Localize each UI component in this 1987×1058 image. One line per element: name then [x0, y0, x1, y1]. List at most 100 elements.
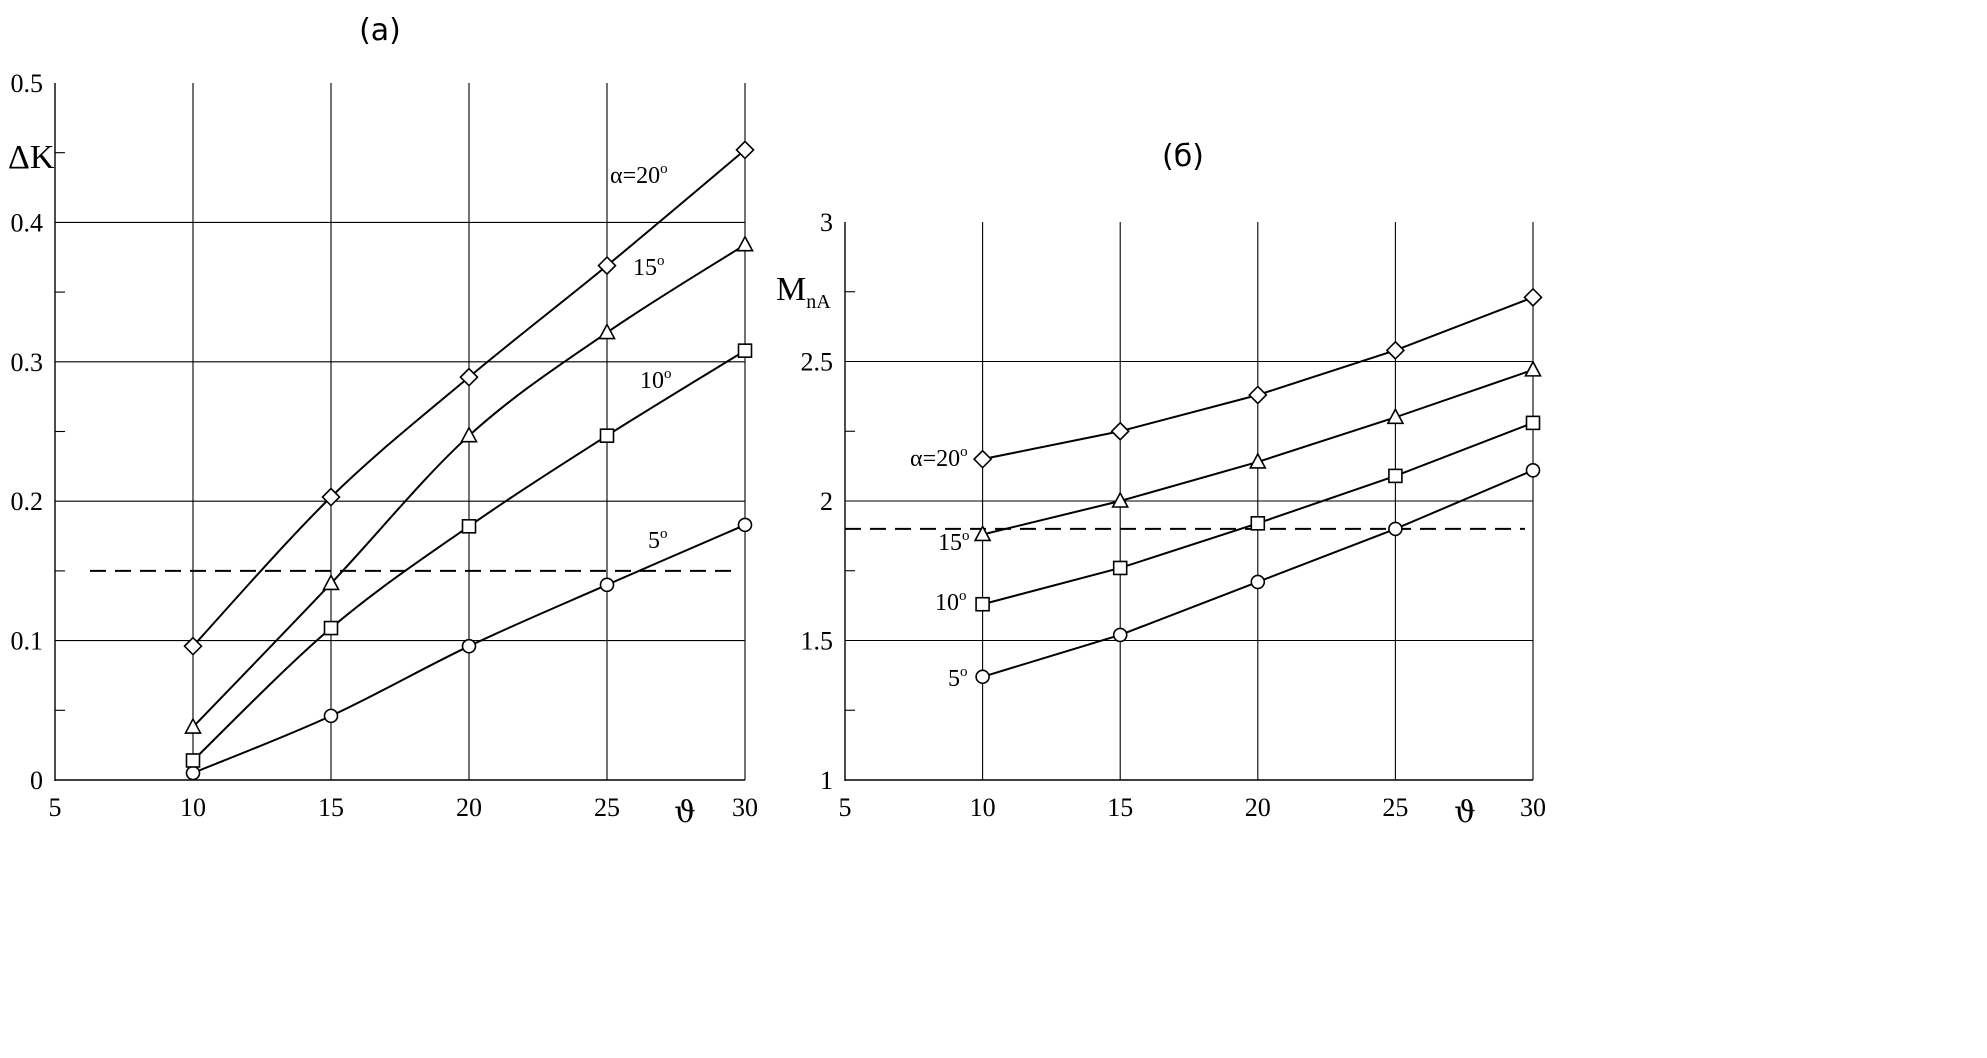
- series-label-15-text: 15: [938, 530, 962, 556]
- data-point-triangle: [460, 425, 478, 443]
- series-label-20: α=20o: [910, 444, 968, 472]
- series-label-5: 5o: [648, 526, 668, 554]
- data-point-square: [737, 343, 753, 358]
- data-point-circle: [1388, 521, 1403, 537]
- x-tick-label: 25: [1382, 793, 1408, 822]
- series-10: [185, 343, 753, 768]
- y-axis-label: ΔK: [8, 139, 55, 176]
- series-label-20: α=20o: [610, 161, 668, 189]
- series-label-15: 15o: [938, 528, 970, 556]
- data-point-diamond: [321, 487, 341, 507]
- data-point-square: [323, 620, 339, 636]
- x-tick-label: 15: [1107, 793, 1133, 822]
- series-15: [184, 235, 754, 734]
- data-point-triangle: [322, 573, 340, 591]
- series-label-20-text: α=20: [910, 446, 960, 472]
- y-tick-label: 0.3: [11, 348, 44, 377]
- x-axis-variable: ϑ: [674, 795, 695, 830]
- data-point-triangle: [1524, 360, 1542, 377]
- series-label-10-text: 10: [935, 590, 959, 616]
- series-label-5-degree: o: [660, 526, 668, 542]
- series-label-15-degree: o: [962, 528, 970, 544]
- x-tick-label: 30: [1520, 793, 1546, 822]
- data-point-circle: [323, 708, 339, 724]
- series-5: [185, 517, 753, 781]
- data-point-diamond: [972, 449, 993, 469]
- data-point-square: [599, 428, 615, 443]
- x-axis-variable: ϑ: [1454, 795, 1475, 830]
- series-5: [975, 463, 1541, 685]
- series-label-10: 10o: [935, 588, 967, 616]
- y-tick-label: 1.5: [801, 627, 834, 656]
- series-label-10-degree: o: [664, 366, 672, 382]
- data-point-diamond: [1523, 287, 1543, 307]
- series-20: [183, 140, 755, 656]
- y-tick-label: 0.4: [11, 208, 44, 237]
- data-point-diamond: [735, 140, 755, 160]
- data-point-circle: [185, 765, 201, 781]
- data-point-triangle: [1111, 491, 1130, 508]
- data-point-circle: [1112, 627, 1128, 643]
- y-axis-label-subscript: nA: [806, 291, 831, 313]
- y-tick-label: 3: [820, 208, 833, 237]
- series-10: [975, 415, 1541, 612]
- x-tick-label: 5: [49, 793, 62, 822]
- series-label-10-degree: o: [959, 588, 967, 604]
- data-point-square: [1250, 516, 1266, 531]
- series-label-20-text: α=20: [610, 163, 660, 189]
- data-point-circle: [737, 517, 753, 533]
- data-point-circle: [1250, 574, 1266, 590]
- data-point-square: [975, 596, 990, 612]
- x-tick-label: 30: [732, 793, 758, 822]
- series-15: [973, 360, 1542, 542]
- series-label-15-text: 15: [633, 255, 657, 281]
- data-point-circle: [461, 638, 477, 654]
- series-label-5-text: 5: [948, 666, 960, 692]
- series-label-20-degree: o: [660, 161, 668, 177]
- y-tick-label: 1: [820, 766, 833, 795]
- x-tick-label: 10: [970, 793, 996, 822]
- series-label-5-degree: o: [960, 664, 968, 680]
- x-tick-label: 15: [318, 793, 344, 822]
- data-point-triangle: [1248, 452, 1267, 469]
- grid: [845, 222, 1534, 780]
- data-point-diamond: [459, 367, 479, 387]
- series-label-20-degree: o: [960, 444, 968, 460]
- data-point-square: [1525, 415, 1541, 431]
- y-tick-label: 2: [820, 487, 833, 516]
- data-point-diamond: [597, 255, 617, 276]
- data-point-triangle: [598, 322, 616, 340]
- series-label-5: 5o: [948, 664, 968, 692]
- series-label-5-text: 5: [648, 528, 660, 554]
- panel-label: (a): [359, 13, 401, 48]
- data-point-circle: [975, 669, 990, 685]
- series-label-10-text: 10: [640, 368, 664, 394]
- y-tick-label: 0.2: [11, 487, 44, 516]
- data-point-diamond: [1110, 421, 1130, 441]
- x-tick-label: 25: [594, 793, 620, 822]
- data-point-triangle: [973, 524, 992, 542]
- y-tick-label: 2.5: [801, 348, 834, 377]
- data-point-diamond: [1248, 385, 1268, 405]
- x-tick-label: 20: [456, 793, 482, 822]
- series-label-15-degree: o: [657, 253, 665, 269]
- data-point-diamond: [1385, 340, 1406, 360]
- data-point-circle: [599, 577, 615, 593]
- panel-label: (б): [1162, 139, 1204, 174]
- grid: [55, 83, 746, 780]
- data-point-square: [461, 518, 477, 534]
- data-point-triangle: [736, 235, 754, 252]
- y-tick-label: 0.1: [11, 627, 44, 656]
- data-point-triangle: [184, 717, 202, 734]
- data-point-square: [1112, 560, 1128, 576]
- data-point-diamond: [183, 636, 203, 656]
- data-point-square: [1388, 468, 1403, 484]
- x-tick-label: 5: [839, 793, 852, 822]
- series-20: [972, 287, 1543, 469]
- y-tick-label: 0: [30, 766, 43, 795]
- panel-a: 5 10 15 20 25 3000.10.20.30.40.5ϑ5o10o15oα=20…: [8, 13, 758, 830]
- y-axis-label: MnA: [776, 271, 831, 313]
- data-point-circle: [1525, 463, 1541, 478]
